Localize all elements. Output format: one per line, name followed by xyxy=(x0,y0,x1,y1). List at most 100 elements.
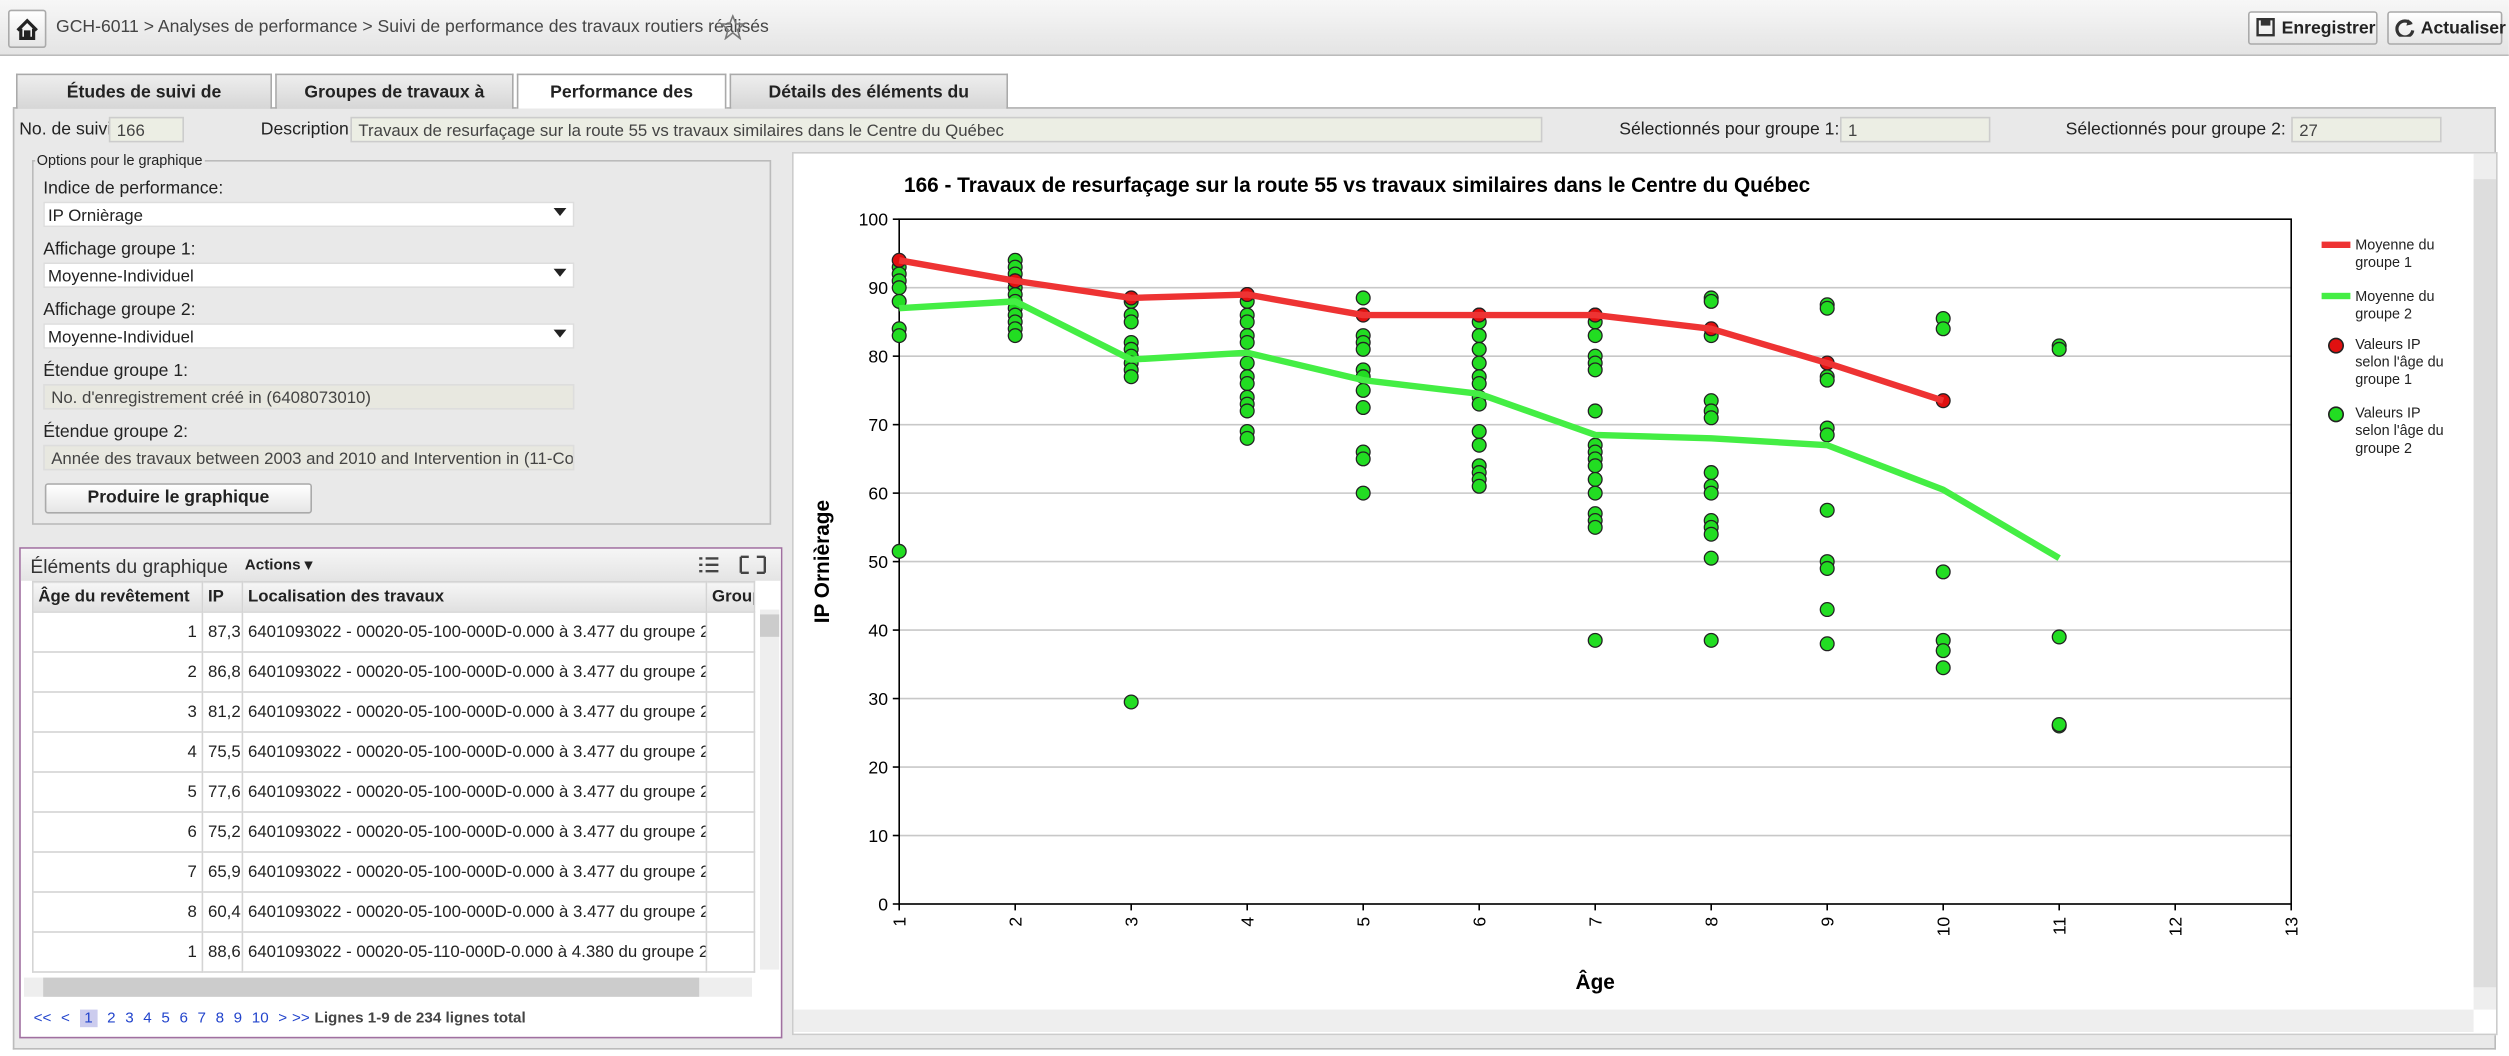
y-tick-label: 70 xyxy=(868,415,888,435)
point xyxy=(1587,519,1603,535)
y-axis-label: IP Ornièrage xyxy=(811,500,834,623)
h-scrollbar[interactable] xyxy=(793,1009,2474,1032)
point xyxy=(1239,334,1255,350)
point xyxy=(1819,560,1835,576)
point xyxy=(2051,341,2067,357)
h-scrollbar[interactable] xyxy=(24,977,752,997)
page-link[interactable]: 10 xyxy=(251,1009,269,1028)
point xyxy=(1471,423,1487,440)
option-select[interactable]: Moyenne-Individuel xyxy=(43,262,575,288)
option-label: Indice de performance: xyxy=(43,179,224,199)
page-link[interactable]: > xyxy=(278,1009,288,1028)
page-link[interactable]: < xyxy=(60,1009,70,1028)
page-summary: Lignes 1-9 de 234 lignes total xyxy=(314,1009,526,1028)
table-cell: 6 xyxy=(31,811,204,853)
mean-line xyxy=(899,298,2061,561)
y-tick-label: 90 xyxy=(868,278,888,298)
page-link[interactable]: 8 xyxy=(215,1009,225,1028)
button-label: Enregistrer xyxy=(2281,19,2376,39)
legend-swatch xyxy=(2328,406,2344,423)
generate-button[interactable]: Produire le graphique xyxy=(44,483,313,514)
home-button[interactable] xyxy=(8,9,47,49)
point xyxy=(1703,410,1719,426)
table-cell: 5 xyxy=(31,771,204,813)
point xyxy=(1355,451,1371,467)
column-header: Localisation des travaux xyxy=(241,580,708,613)
fieldset-legend: Options pour le graphique xyxy=(35,152,205,168)
x-tick-label: 4 xyxy=(1238,917,1258,927)
home-icon xyxy=(16,18,38,41)
legend-label: Valeurs IP selon l'âge du groupe 2 xyxy=(2355,404,2444,456)
table-cell: 81,2 xyxy=(201,691,244,733)
point xyxy=(1587,328,1603,344)
y-tick-label: 60 xyxy=(868,484,888,504)
table-row: 5 77,6 6401093022 - 00020-05-100-000D-0.00… xyxy=(31,771,756,813)
option-select[interactable]: IP Ornièrage xyxy=(43,201,575,228)
top-bar: GCH-6011 > Analyses de performance > Sui… xyxy=(0,0,2509,56)
option-label: Étendue groupe 2: xyxy=(43,422,189,442)
field-value: 166 xyxy=(108,116,184,143)
option-select[interactable]: Moyenne-Individuel xyxy=(43,323,575,349)
point xyxy=(2051,629,2067,645)
x-tick-label: 2 xyxy=(1006,917,1026,927)
x-tick-label: 5 xyxy=(1354,917,1374,927)
legend-swatch xyxy=(2321,241,2351,248)
page-link[interactable]: 9 xyxy=(233,1009,243,1028)
page-link[interactable]: 3 xyxy=(125,1009,134,1028)
x-tick-label: 10 xyxy=(1934,917,1954,937)
point xyxy=(1123,314,1139,330)
point xyxy=(1471,376,1487,392)
table-cell: 3 xyxy=(31,691,204,733)
grid-icons[interactable] xyxy=(696,554,768,576)
table-cell xyxy=(705,811,756,853)
y-tick-label: 0 xyxy=(878,894,888,914)
dropdown-arrow xyxy=(553,208,567,216)
page-link[interactable]: 6 xyxy=(179,1009,188,1028)
table-cell: 88,6 xyxy=(201,931,244,973)
tab[interactable]: Groupes de travaux à étudier xyxy=(275,73,514,138)
page-link[interactable]: 1 xyxy=(79,1009,98,1028)
table-cell: 6401093022 - 00020-05-100-000D-0.000 à 3… xyxy=(241,771,708,813)
x-tick-label: 11 xyxy=(2050,917,2070,935)
table-cell: 60,4 xyxy=(201,891,244,933)
v-scrollbar[interactable] xyxy=(760,609,780,970)
page-link[interactable]: << xyxy=(33,1009,52,1028)
point xyxy=(1819,636,1835,652)
legend-label: Valeurs IP selon l'âge du groupe 1 xyxy=(2355,336,2444,388)
point xyxy=(1819,602,1835,618)
refresh-button[interactable]: Actualiser xyxy=(2387,11,2506,45)
field-value: 27 xyxy=(2291,116,2442,143)
grid-header xyxy=(20,548,781,581)
y-tick-label: 80 xyxy=(868,347,888,367)
point xyxy=(1239,355,1255,371)
table-row: 1 88,6 6401093022 - 00020-05-110-000D-0.00… xyxy=(31,931,756,973)
refresh-icon xyxy=(2395,19,2415,37)
point xyxy=(1007,328,1023,344)
point xyxy=(2051,717,2067,733)
point xyxy=(1355,399,1371,416)
v-scrollbar[interactable] xyxy=(2473,153,2496,1010)
page-link[interactable]: 4 xyxy=(143,1009,152,1028)
page-link[interactable]: 7 xyxy=(197,1009,206,1028)
table-row: 4 75,5 6401093022 - 00020-05-100-000D-0.00… xyxy=(31,731,756,773)
actions-menu[interactable]: Actions ▾ xyxy=(244,556,313,575)
page-link[interactable]: 5 xyxy=(161,1009,170,1028)
table-row: 6 75,2 6401093022 - 00020-05-100-000D-0.00… xyxy=(31,811,756,853)
page-link[interactable]: 2 xyxy=(107,1009,116,1028)
table-row: 7 65,9 6401093022 - 00020-05-100-000D-0.00… xyxy=(31,851,756,893)
point xyxy=(1703,526,1719,542)
point xyxy=(1471,396,1487,412)
favorite-icon[interactable] xyxy=(720,14,746,40)
point xyxy=(891,280,907,296)
table-cell: 75,2 xyxy=(201,811,244,853)
point xyxy=(1587,485,1603,501)
table-cell: 1 xyxy=(31,931,204,973)
save-icon xyxy=(2256,18,2275,37)
page-link[interactable]: >> xyxy=(291,1009,310,1028)
field-label: No. de suivi: xyxy=(19,120,117,140)
point xyxy=(1819,300,1835,316)
button-label: Actualiser xyxy=(2420,19,2506,39)
grid-title: Éléments du graphique xyxy=(30,555,228,578)
legend-swatch xyxy=(2328,337,2344,354)
save-button[interactable]: Enregistrer xyxy=(2248,11,2378,45)
